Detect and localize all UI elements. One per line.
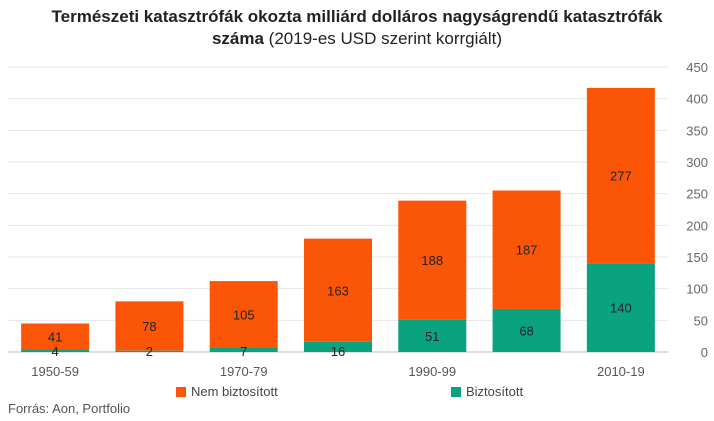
y-tick-label: 300 — [686, 155, 708, 170]
x-tick-label: 1950-59 — [31, 364, 79, 379]
data-label-insured: 16 — [331, 344, 345, 359]
chart-title-line2-normal: (2019-es USD szerint korrgiált) — [268, 29, 503, 48]
bar-insured — [209, 347, 278, 352]
data-label-insured: 140 — [610, 301, 632, 316]
legend-swatch-not-insured — [176, 386, 186, 397]
bar-insured — [115, 350, 184, 352]
bar-not-insured — [304, 238, 372, 342]
source-note: Forrás: Aon, Portfolio — [8, 401, 131, 416]
y-tick-label: 350 — [686, 123, 708, 138]
bar-insured — [304, 341, 372, 352]
y-tick-label: 0 — [701, 345, 708, 360]
bar-not-insured — [398, 200, 467, 320]
legend-item-not-insured: Nem biztosított — [176, 384, 278, 399]
data-label-not-insured: 41 — [48, 329, 62, 344]
y-tick-label: 50 — [694, 313, 708, 328]
chart-title-line1: Természeti katasztrófák okozta milliárd … — [51, 7, 663, 26]
x-tick-label: 1970-79 — [220, 364, 268, 379]
legend-item-insured: Biztosított — [451, 384, 523, 399]
data-label-insured: 4 — [52, 344, 59, 359]
data-label-insured: 2 — [146, 344, 153, 359]
legend-swatch-insured — [451, 386, 461, 397]
bar-insured — [586, 263, 655, 352]
legend-label-insured: Biztosított — [466, 384, 524, 399]
data-label-insured: 51 — [425, 329, 439, 344]
x-tick-label: 2010-19 — [597, 364, 645, 379]
data-label-insured: 7 — [240, 344, 247, 359]
y-tick-label: 200 — [686, 218, 708, 233]
bar-not-insured — [21, 323, 90, 350]
y-tick-label: 450 — [686, 60, 708, 75]
y-tick-label: 150 — [686, 250, 708, 265]
y-tick-label: 250 — [686, 187, 708, 202]
bar-insured — [21, 349, 90, 352]
bar-not-insured — [492, 190, 561, 309]
data-label-not-insured: 105 — [233, 307, 255, 322]
bar-not-insured — [115, 301, 184, 351]
bar-insured — [492, 308, 561, 352]
data-label-not-insured: 277 — [610, 169, 632, 184]
data-label-not-insured: 78 — [142, 319, 156, 334]
bar-not-insured — [586, 87, 655, 264]
data-label-not-insured: 187 — [516, 243, 538, 258]
bar-not-insured — [209, 281, 278, 348]
x-tick-label: 1990-99 — [408, 364, 456, 379]
y-tick-label: 400 — [686, 92, 708, 107]
chart-title-line2-bold: száma — [211, 29, 264, 48]
bar-insured — [398, 319, 467, 352]
legend-label-not-insured: Nem biztosított — [191, 384, 278, 399]
y-tick-label: 100 — [686, 282, 708, 297]
data-label-not-insured: 188 — [421, 253, 443, 268]
data-label-insured: 68 — [519, 323, 533, 338]
chart-title: Természeti katasztrófák okozta milliárd … — [0, 6, 714, 50]
data-label-not-insured: 163 — [327, 283, 349, 298]
